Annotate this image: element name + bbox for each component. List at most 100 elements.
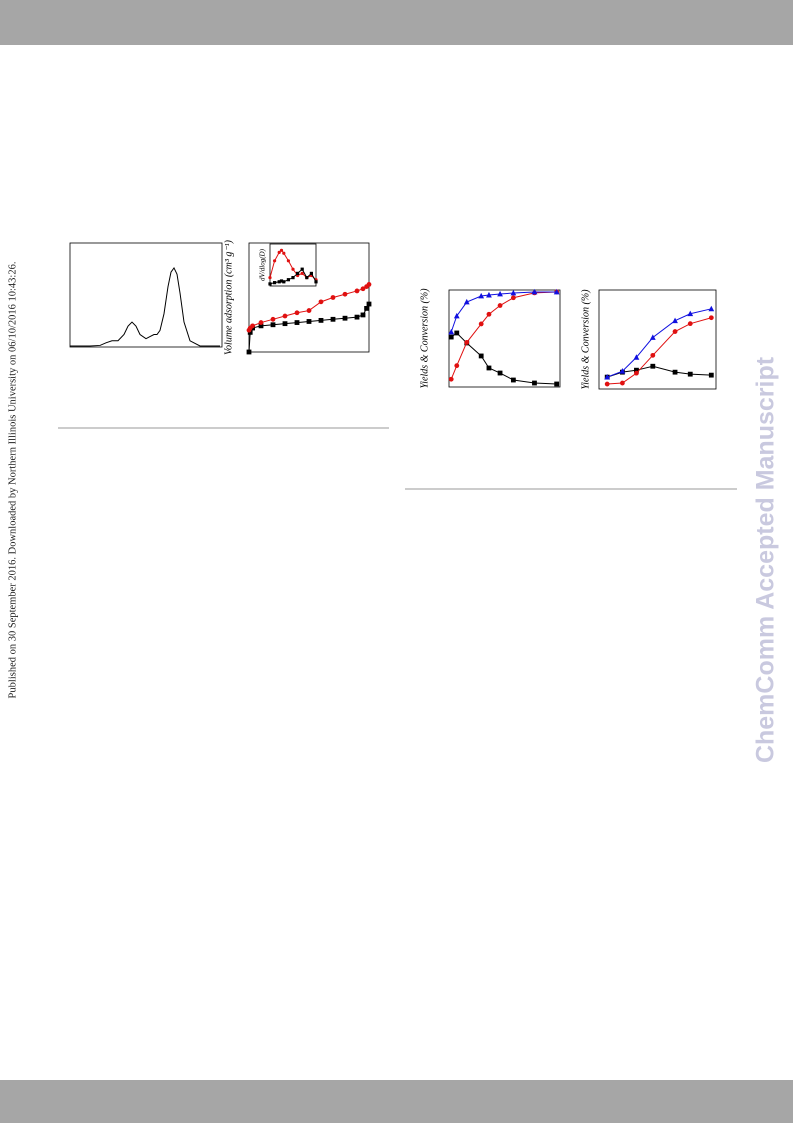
data-point [650, 352, 656, 358]
data-point [553, 288, 560, 295]
data-point [258, 320, 264, 325]
data-point [497, 303, 503, 308]
data-point [633, 354, 640, 360]
data-point [273, 259, 277, 263]
data-point [708, 305, 715, 312]
data-point [330, 295, 336, 300]
data-point [246, 349, 252, 355]
data-point [296, 271, 300, 275]
data-point [554, 381, 560, 387]
data-point [486, 291, 492, 298]
series-line [70, 266, 220, 347]
data-point [366, 301, 372, 307]
footer-bar [0, 1080, 793, 1123]
data-point [279, 248, 284, 252]
data-point [247, 329, 253, 335]
data-point [650, 363, 656, 369]
data-point [354, 314, 360, 320]
publication-note: Published on 30 September 2016. Download… [7, 262, 18, 699]
data-point [309, 271, 313, 275]
data-point [258, 323, 264, 329]
data-point [291, 276, 295, 280]
data-point [448, 328, 455, 335]
data-point [354, 288, 360, 294]
data-point [277, 250, 281, 254]
data-point [478, 321, 484, 327]
inset-frame [269, 243, 317, 287]
data-point [497, 290, 503, 297]
data-point [486, 311, 492, 317]
data-point [306, 319, 312, 324]
data-point [314, 280, 318, 284]
data-point [268, 276, 272, 280]
data-point [510, 377, 516, 383]
data-point [342, 291, 348, 297]
plot-frame [448, 289, 561, 388]
data-point [300, 267, 304, 271]
data-point [270, 322, 276, 328]
data-point [687, 310, 694, 317]
data-point [291, 267, 295, 271]
data-point [672, 317, 678, 324]
data-point [619, 368, 626, 374]
data-point [510, 289, 517, 296]
data-point [604, 374, 611, 380]
data-point [478, 292, 485, 299]
data-point [282, 321, 288, 327]
data-point [634, 367, 639, 373]
data-point [634, 370, 639, 376]
data-point [448, 334, 454, 340]
data-point [282, 251, 286, 255]
data-point [318, 299, 324, 305]
data-point [279, 279, 284, 283]
data-point [250, 323, 256, 329]
data-point [360, 312, 366, 318]
data-point [649, 334, 656, 340]
data-point [305, 276, 309, 280]
data-point [268, 282, 272, 286]
data-point [454, 363, 460, 369]
data-point [497, 370, 503, 376]
data-point [463, 298, 470, 305]
data-point [672, 369, 678, 375]
data-point [360, 286, 366, 292]
data-point [286, 259, 290, 263]
data-point [330, 316, 336, 322]
data-point [282, 313, 288, 319]
data-point [273, 281, 277, 285]
data-point [270, 316, 276, 322]
data-point [708, 372, 714, 378]
watermark: ChemComm Accepted Manuscript [752, 356, 780, 763]
y-axis-label: Volume adsorption (cm³ g⁻¹) [223, 239, 234, 355]
data-point [294, 310, 300, 316]
data-point [708, 315, 714, 321]
data-point [306, 308, 312, 313]
data-point [532, 380, 537, 386]
y-axis-label: Yields & Conversion (%) [419, 288, 430, 389]
data-point [294, 320, 300, 325]
data-point [366, 282, 372, 287]
data-point [448, 376, 454, 382]
data-point [486, 365, 492, 371]
y-axis-label: dV/dlog(D) [259, 248, 267, 281]
data-point [364, 306, 369, 311]
data-point [453, 312, 460, 319]
data-point [672, 329, 678, 334]
data-point [604, 381, 610, 387]
data-point [277, 280, 281, 284]
plot-frame [69, 242, 223, 348]
data-point [282, 280, 286, 284]
data-point [531, 288, 538, 295]
data-point [687, 321, 693, 327]
header-bar [0, 0, 793, 45]
data-point [687, 371, 693, 377]
y-axis-label: Yields & Conversion (%) [580, 289, 591, 390]
data-point [454, 330, 460, 336]
data-point [318, 317, 324, 323]
data-point [464, 339, 470, 345]
data-point [620, 380, 625, 386]
data-point [342, 315, 348, 321]
data-point [510, 295, 516, 301]
